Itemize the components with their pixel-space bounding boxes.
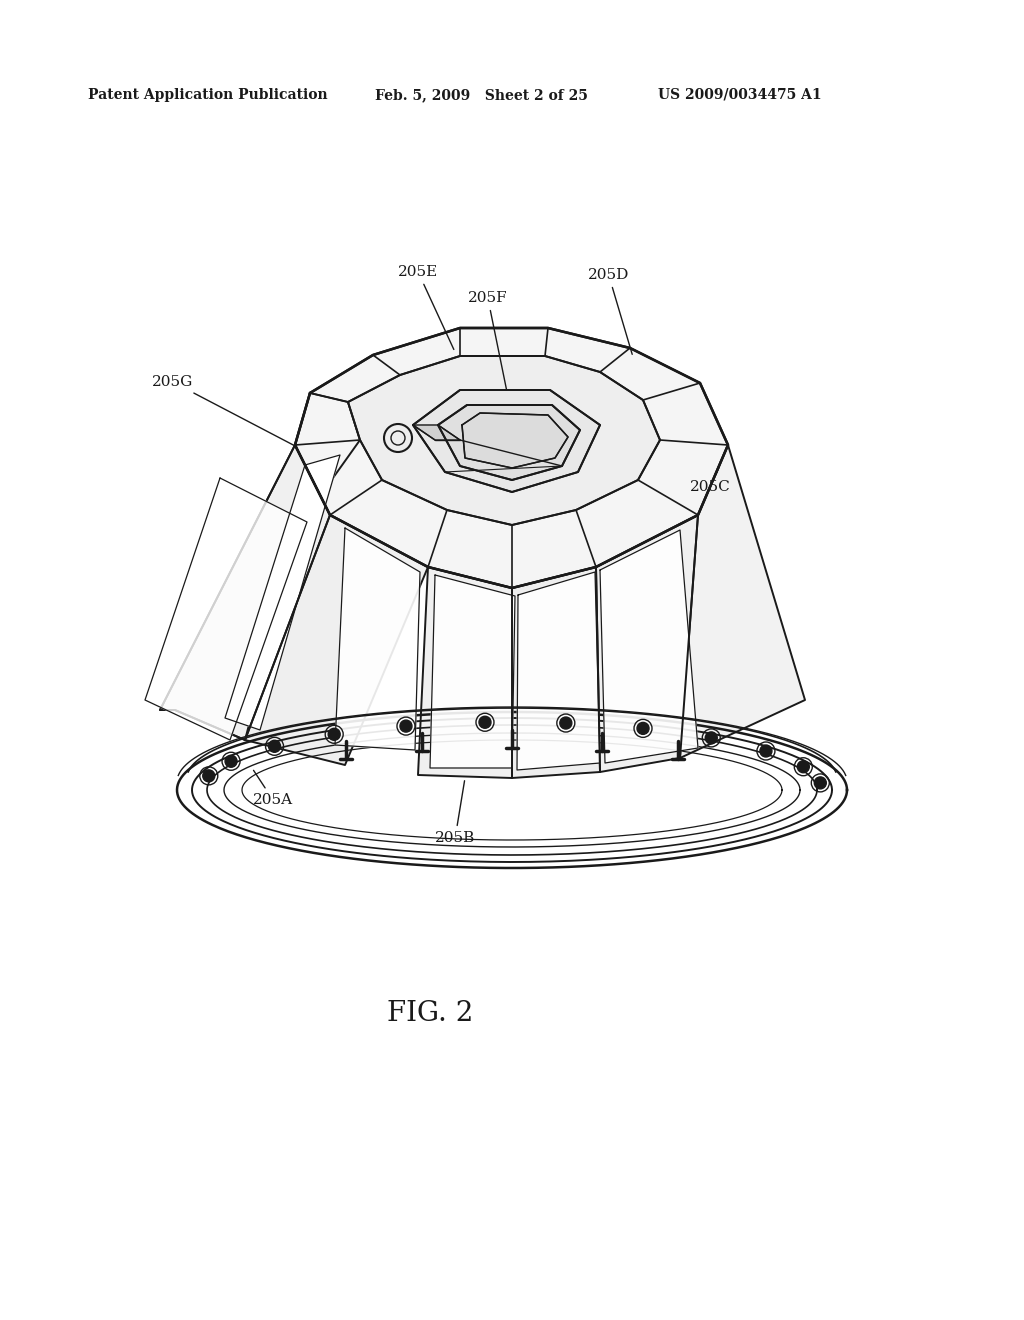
Polygon shape (512, 568, 600, 777)
Polygon shape (462, 413, 568, 469)
Polygon shape (600, 531, 698, 763)
Polygon shape (245, 515, 428, 766)
Text: 205F: 205F (468, 290, 508, 389)
Text: FIG. 2: FIG. 2 (387, 1001, 473, 1027)
Circle shape (760, 744, 772, 756)
Circle shape (268, 741, 281, 752)
Circle shape (479, 717, 490, 729)
Circle shape (798, 760, 809, 772)
Text: 205G: 205G (152, 375, 297, 446)
Circle shape (328, 729, 340, 741)
Polygon shape (335, 528, 420, 750)
Text: 205C: 205C (690, 467, 731, 494)
Text: 205E: 205E (398, 265, 454, 350)
Polygon shape (225, 455, 340, 730)
Polygon shape (680, 445, 805, 758)
Circle shape (814, 777, 826, 789)
Polygon shape (160, 445, 330, 741)
Circle shape (560, 717, 571, 729)
Polygon shape (413, 425, 460, 440)
Text: 205A: 205A (253, 771, 293, 807)
Circle shape (637, 722, 649, 734)
Text: Patent Application Publication: Patent Application Publication (88, 88, 328, 102)
Polygon shape (145, 478, 307, 741)
Circle shape (706, 731, 717, 744)
Polygon shape (438, 405, 580, 480)
Polygon shape (413, 389, 600, 492)
Circle shape (400, 721, 412, 733)
Text: Feb. 5, 2009   Sheet 2 of 25: Feb. 5, 2009 Sheet 2 of 25 (375, 88, 588, 102)
Circle shape (225, 755, 237, 767)
Polygon shape (430, 576, 515, 768)
Text: 205B: 205B (435, 780, 475, 845)
Polygon shape (517, 572, 600, 770)
Polygon shape (348, 356, 660, 525)
Polygon shape (160, 393, 360, 741)
Polygon shape (418, 568, 512, 777)
Text: 205D: 205D (588, 268, 632, 354)
Polygon shape (596, 515, 698, 772)
Circle shape (203, 770, 215, 781)
Polygon shape (295, 327, 728, 587)
Text: US 2009/0034475 A1: US 2009/0034475 A1 (658, 88, 821, 102)
